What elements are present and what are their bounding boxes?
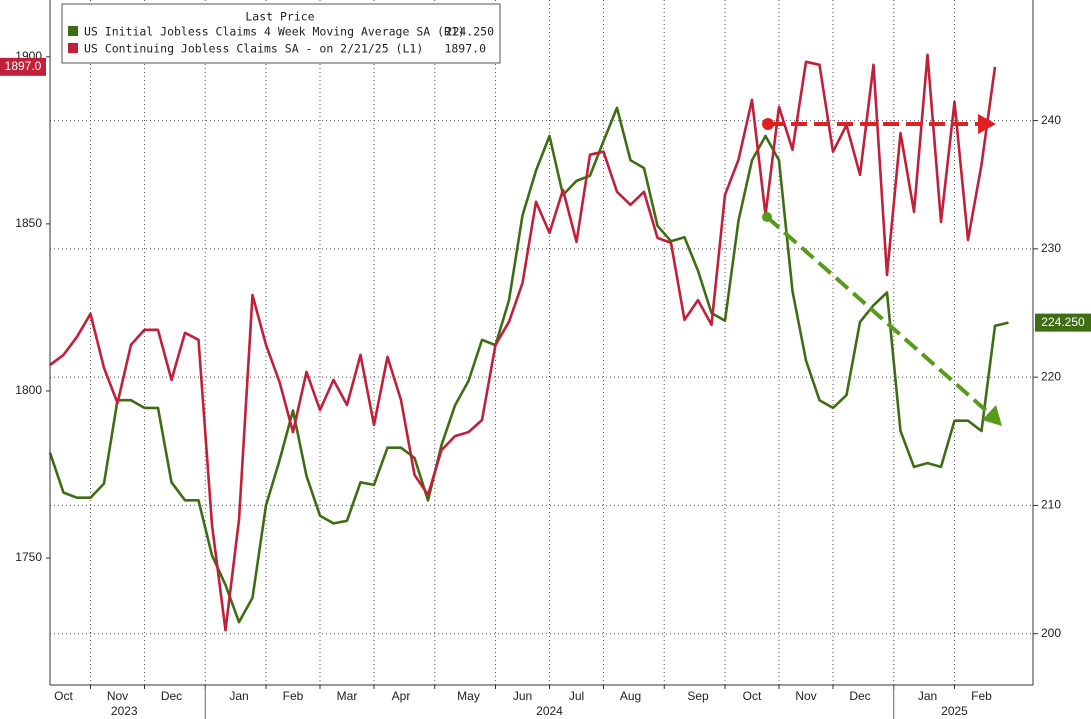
y2-tick-label: 210 [1041,498,1061,512]
y2-tick-label: 230 [1041,241,1061,255]
series-line [48,106,1009,624]
legend-swatch [68,26,78,36]
legend-title: Last Price [245,10,314,24]
x-tick-label: Jan [918,689,937,703]
legend-swatch [68,43,78,53]
last-value-label: 224.250 [1041,315,1085,329]
y-tick-label: 1800 [15,383,42,397]
x-tick-label: Dec [161,689,182,703]
arrow-start [762,212,772,222]
arrow-head [982,405,1002,426]
legend-entry: US Continuing Jobless Claims SA - on 2/2… [84,42,423,56]
x-tick-label: Apr [392,689,411,703]
arrow-head [978,114,996,134]
x-tick-label: May [457,689,480,703]
x-group-label: 2023 [111,704,138,718]
legend-value: 224.250 [446,25,495,39]
y-tick-label: 1850 [15,216,42,230]
x-tick-label: Jul [569,689,584,703]
x-tick-label: Mar [337,689,358,703]
series-line [49,53,997,632]
x-group-label: 2024 [536,704,563,718]
x-tick-label: Nov [107,689,128,703]
x-tick-label: Aug [620,689,641,703]
x-tick-label: Sep [687,689,709,703]
y2-tick-label: 220 [1041,369,1061,383]
y2-tick-label: 200 [1041,626,1061,640]
lines [48,53,1009,632]
x-tick-label: Jan [229,689,248,703]
x-tick-label: Jun [513,689,532,703]
green-trend-arrow [765,215,992,416]
x-tick-label: Dec [849,689,870,703]
x-tick-label: Oct [54,689,73,703]
last-value-label: 1897.0 [5,59,42,73]
legend-value: 1897.0 [444,42,486,56]
y2-tick-label: 240 [1041,113,1061,127]
plot-area [50,0,1033,685]
x-tick-label: Feb [283,689,304,703]
legend-box [61,3,501,64]
y-tick-label: 1750 [15,550,42,564]
x-tick-label: Feb [971,689,992,703]
arrow-start [762,118,774,130]
last-value-tag [1035,313,1091,332]
x-tick-label: Nov [795,689,816,703]
annotation-arrows [762,114,1002,426]
x-tick-label: Oct [743,689,762,703]
legend-entry: US Initial Jobless Claims 4 Week Moving … [84,25,465,39]
last-value-tag [0,57,46,76]
x-group-label: 2025 [941,704,968,718]
legend: Last Price US Initial Jobless Claims 4 W… [61,3,501,64]
